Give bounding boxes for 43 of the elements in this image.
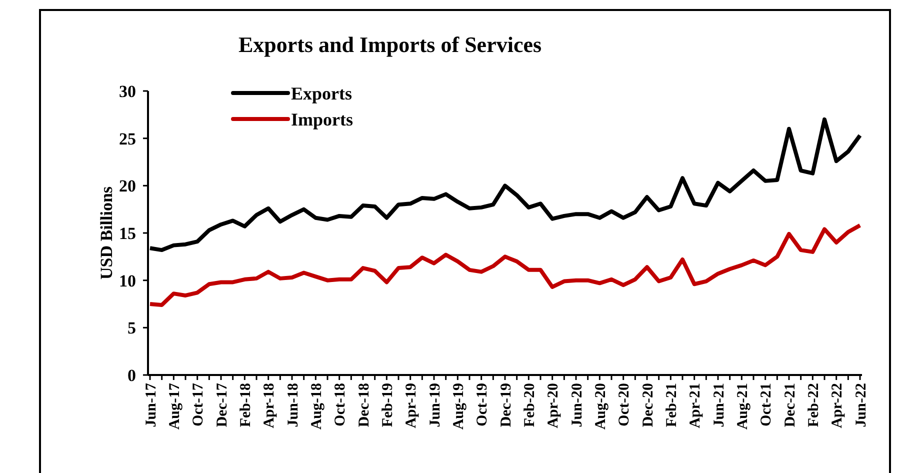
x-tick-label: Jun-22 [853, 383, 870, 428]
x-tick-label: Jun-19 [427, 383, 444, 428]
legend-label: Exports [291, 83, 352, 104]
x-tick-label: Aug-21 [734, 383, 751, 430]
line-series [148, 223, 862, 307]
x-tick-label: Aug-18 [308, 383, 325, 430]
x-tick-label: Apr-22 [830, 383, 846, 428]
x-tick-label: Oct-20 [616, 383, 633, 426]
y-tick-label: 10 [119, 271, 136, 290]
y-tick-label: 15 [119, 224, 136, 243]
x-tick-label: Oct-18 [332, 383, 349, 426]
x-tick-label: Feb-22 [806, 383, 822, 428]
x-tick-label: Oct-17 [190, 382, 207, 426]
x-tick-label: Dec-20 [640, 383, 656, 428]
x-tick-label: Feb-19 [380, 383, 396, 428]
x-tick-label: Feb-21 [664, 383, 680, 428]
x-tick-label: Aug-19 [450, 383, 467, 430]
x-tick-label: Oct-19 [474, 383, 491, 426]
y-tick-label: 20 [119, 176, 136, 196]
x-tick-label: Feb-18 [238, 383, 254, 428]
x-tick-label: Jun-21 [711, 383, 728, 428]
x-tick-label: Dec-19 [498, 383, 514, 428]
x-tick-label: Feb-20 [522, 383, 538, 428]
y-tick-label: 5 [128, 318, 136, 338]
y-tick-label: 25 [119, 129, 136, 148]
y-tick-label: 0 [128, 366, 136, 385]
x-tick-label: Dec-18 [356, 383, 372, 428]
x-tick-label: Aug-20 [592, 383, 609, 430]
x-tick-label: Apr-18 [262, 383, 278, 428]
chart-title: Exports and Imports of Services [238, 32, 542, 57]
x-tick-label: Aug-17 [166, 382, 183, 430]
x-tick-label: Dec-21 [782, 383, 798, 428]
x-tick-label: Apr-21 [688, 383, 704, 428]
x-tick-label: Jun-17 [143, 382, 160, 428]
x-tick-label: Apr-20 [546, 383, 562, 428]
x-tick-label: Jun-18 [285, 383, 302, 428]
x-tick-label: Dec-17 [214, 382, 230, 428]
x-tick-label: Apr-19 [404, 383, 420, 428]
y-axis-title: USD Billions [97, 186, 116, 280]
x-tick-label: Oct-21 [758, 383, 775, 426]
x-tick-label: Jun-20 [569, 383, 586, 428]
y-tick-label: 30 [119, 82, 136, 101]
legend-label: Imports [291, 109, 353, 130]
